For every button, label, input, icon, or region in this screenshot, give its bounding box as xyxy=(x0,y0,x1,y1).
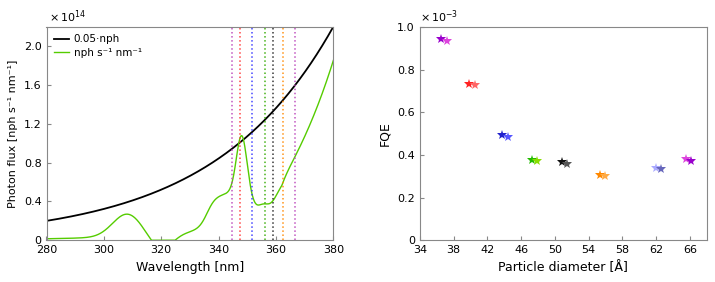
nph s⁻¹ nm⁻¹ xyxy=(268,200,277,203)
nph s⁻¹ nm⁻¹ xyxy=(182,232,190,235)
nph s⁻¹ nm⁻¹ xyxy=(174,236,183,239)
0.05·nph xyxy=(320,39,329,43)
0.05·nph xyxy=(321,39,330,43)
nph s⁻¹ nm⁻¹ xyxy=(321,84,330,87)
Line: nph s⁻¹ nm⁻¹: nph s⁻¹ nm⁻¹ xyxy=(46,60,333,240)
X-axis label: Wavelength [nm]: Wavelength [nm] xyxy=(136,261,244,274)
0.05·nph xyxy=(57,217,66,220)
nph s⁻¹ nm⁻¹ xyxy=(57,237,66,240)
Y-axis label: Photon flux [nph s⁻¹ nm⁻¹]: Photon flux [nph s⁻¹ nm⁻¹] xyxy=(9,60,19,208)
nph s⁻¹ nm⁻¹ xyxy=(321,83,330,87)
nph s⁻¹ nm⁻¹ xyxy=(329,59,337,62)
0.05·nph xyxy=(182,176,190,180)
0.05·nph xyxy=(174,180,182,184)
0.05·nph xyxy=(268,110,277,114)
nph s⁻¹ nm⁻¹ xyxy=(42,237,51,241)
Legend: 0.05·nph, nph s⁻¹ nm⁻¹: 0.05·nph, nph s⁻¹ nm⁻¹ xyxy=(51,32,144,60)
nph s⁻¹ nm⁻¹ xyxy=(147,239,156,242)
X-axis label: Particle diameter [Å]: Particle diameter [Å] xyxy=(498,261,628,274)
0.05·nph xyxy=(42,219,51,222)
Line: 0.05·nph: 0.05·nph xyxy=(46,27,333,221)
Text: $\times\,10^{-3}$: $\times\,10^{-3}$ xyxy=(420,8,458,25)
Text: $\times\,10^{14}$: $\times\,10^{14}$ xyxy=(49,8,87,25)
Y-axis label: FQE: FQE xyxy=(379,121,392,146)
0.05·nph xyxy=(329,25,337,28)
